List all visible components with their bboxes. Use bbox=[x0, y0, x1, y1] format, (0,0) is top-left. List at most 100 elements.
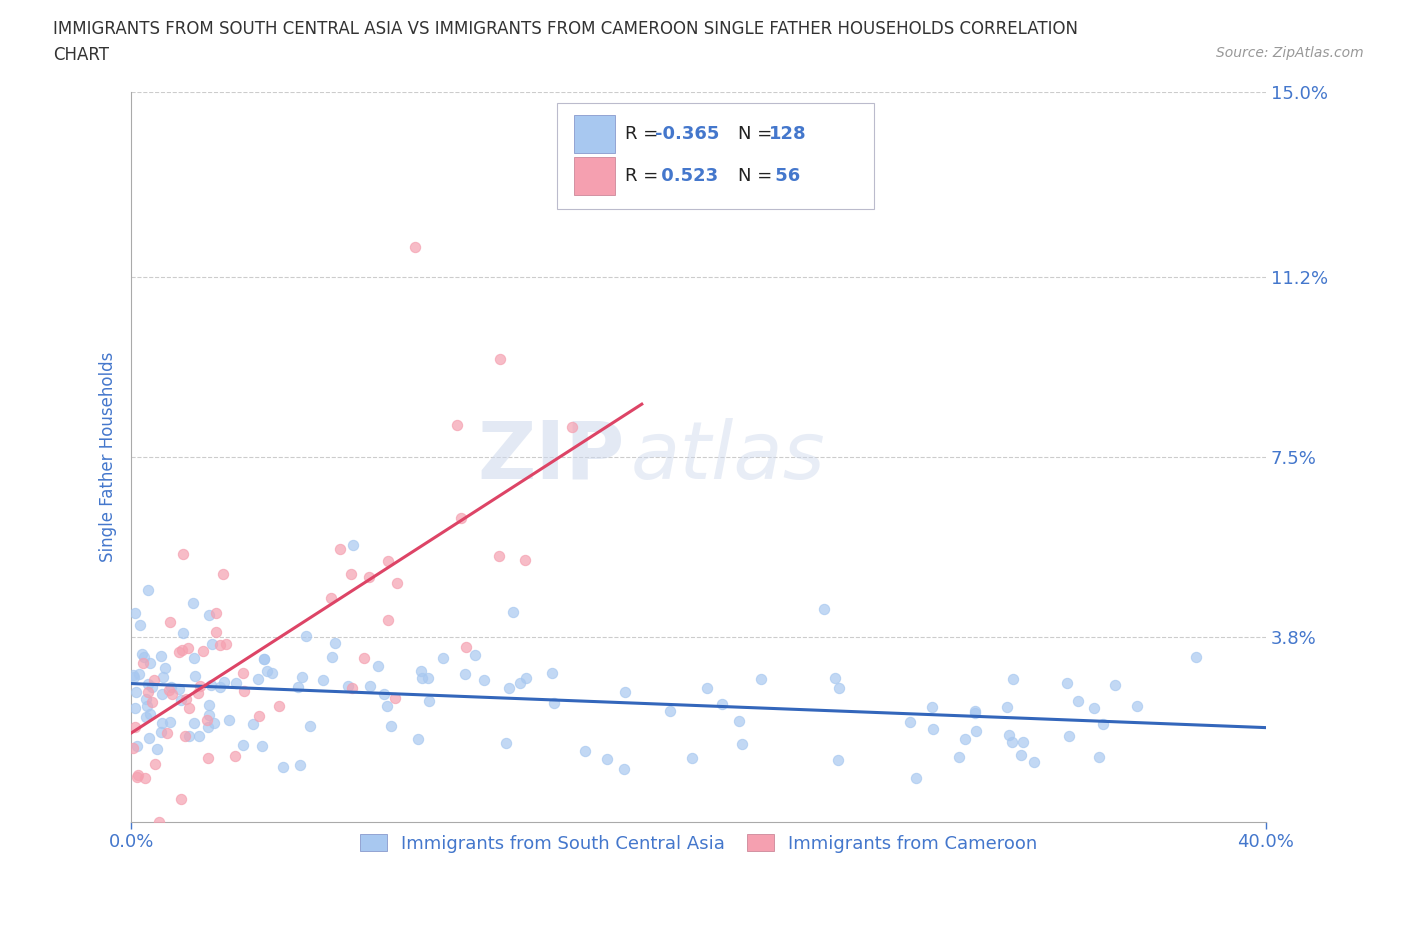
Point bbox=[142, 673, 165, 688]
Point bbox=[418, 671, 440, 685]
Point bbox=[498, 680, 520, 695]
Point bbox=[124, 720, 146, 735]
Point bbox=[152, 670, 174, 684]
Point bbox=[1083, 701, 1105, 716]
Point bbox=[149, 648, 172, 663]
FancyBboxPatch shape bbox=[574, 157, 614, 194]
Point bbox=[418, 694, 440, 709]
Point bbox=[127, 767, 149, 782]
Point bbox=[325, 636, 347, 651]
Point bbox=[488, 549, 510, 564]
Point bbox=[135, 692, 157, 707]
Point bbox=[138, 730, 160, 745]
Point bbox=[172, 546, 194, 561]
Point bbox=[995, 699, 1018, 714]
Text: N =: N = bbox=[738, 166, 778, 185]
Point bbox=[997, 728, 1019, 743]
Point bbox=[1024, 754, 1046, 769]
Point bbox=[299, 719, 322, 734]
Point bbox=[710, 697, 733, 711]
Point bbox=[515, 671, 537, 685]
Point bbox=[176, 692, 198, 707]
Point bbox=[170, 791, 193, 806]
Point bbox=[125, 684, 148, 699]
Point bbox=[312, 672, 335, 687]
Point bbox=[380, 719, 402, 734]
Point bbox=[155, 725, 177, 740]
Point bbox=[574, 744, 596, 759]
Point bbox=[1010, 748, 1032, 763]
Y-axis label: Single Father Households: Single Father Households bbox=[100, 352, 117, 562]
Point bbox=[179, 728, 201, 743]
Point bbox=[124, 700, 146, 715]
Point bbox=[132, 649, 155, 664]
Point bbox=[195, 713, 218, 728]
Text: R =: R = bbox=[624, 166, 664, 185]
Point bbox=[342, 538, 364, 552]
FancyBboxPatch shape bbox=[557, 102, 875, 208]
Point bbox=[209, 680, 232, 695]
Text: 0.523: 0.523 bbox=[655, 166, 718, 185]
Point bbox=[157, 683, 180, 698]
Point bbox=[204, 624, 226, 639]
Point bbox=[122, 670, 145, 684]
Point bbox=[513, 552, 536, 567]
Text: Source: ZipAtlas.com: Source: ZipAtlas.com bbox=[1216, 46, 1364, 60]
Point bbox=[143, 756, 166, 771]
Point bbox=[212, 675, 235, 690]
Point bbox=[454, 639, 477, 654]
Point bbox=[1126, 699, 1149, 714]
Point bbox=[201, 637, 224, 652]
Point bbox=[128, 667, 150, 682]
Point bbox=[1057, 728, 1080, 743]
Point bbox=[353, 651, 375, 666]
Point bbox=[197, 720, 219, 735]
Point bbox=[160, 686, 183, 701]
Text: -0.365: -0.365 bbox=[655, 126, 720, 143]
Point bbox=[321, 649, 343, 664]
Text: 128: 128 bbox=[769, 126, 807, 143]
Point bbox=[596, 752, 619, 767]
Point bbox=[495, 736, 517, 751]
Point bbox=[125, 738, 148, 753]
Point bbox=[727, 713, 749, 728]
Point bbox=[122, 668, 145, 683]
Point bbox=[1056, 676, 1078, 691]
Point bbox=[1088, 750, 1111, 764]
Point bbox=[749, 671, 772, 686]
Point bbox=[450, 511, 472, 525]
Point bbox=[198, 608, 221, 623]
Point bbox=[190, 679, 212, 694]
Point bbox=[377, 613, 399, 628]
Point bbox=[159, 615, 181, 630]
Point bbox=[329, 541, 352, 556]
Point bbox=[373, 686, 395, 701]
Text: CHART: CHART bbox=[53, 46, 110, 64]
Point bbox=[209, 638, 232, 653]
Point bbox=[183, 650, 205, 665]
Text: atlas: atlas bbox=[630, 418, 825, 496]
Point bbox=[1012, 735, 1035, 750]
Point bbox=[198, 698, 221, 712]
Point bbox=[232, 666, 254, 681]
Point bbox=[1184, 650, 1206, 665]
Point bbox=[337, 678, 360, 693]
Point bbox=[197, 751, 219, 765]
Point bbox=[824, 671, 846, 686]
Point bbox=[256, 664, 278, 679]
Point bbox=[432, 650, 454, 665]
Text: R =: R = bbox=[624, 126, 664, 143]
Point bbox=[167, 644, 190, 659]
Point bbox=[1104, 678, 1126, 693]
Point bbox=[145, 741, 167, 756]
Point bbox=[187, 729, 209, 744]
Point bbox=[242, 717, 264, 732]
Point bbox=[287, 679, 309, 694]
Point bbox=[232, 737, 254, 752]
Point bbox=[181, 595, 204, 610]
Point bbox=[139, 707, 162, 722]
Point bbox=[731, 737, 754, 751]
Point bbox=[898, 714, 921, 729]
Point bbox=[138, 684, 160, 699]
Point bbox=[377, 553, 399, 568]
